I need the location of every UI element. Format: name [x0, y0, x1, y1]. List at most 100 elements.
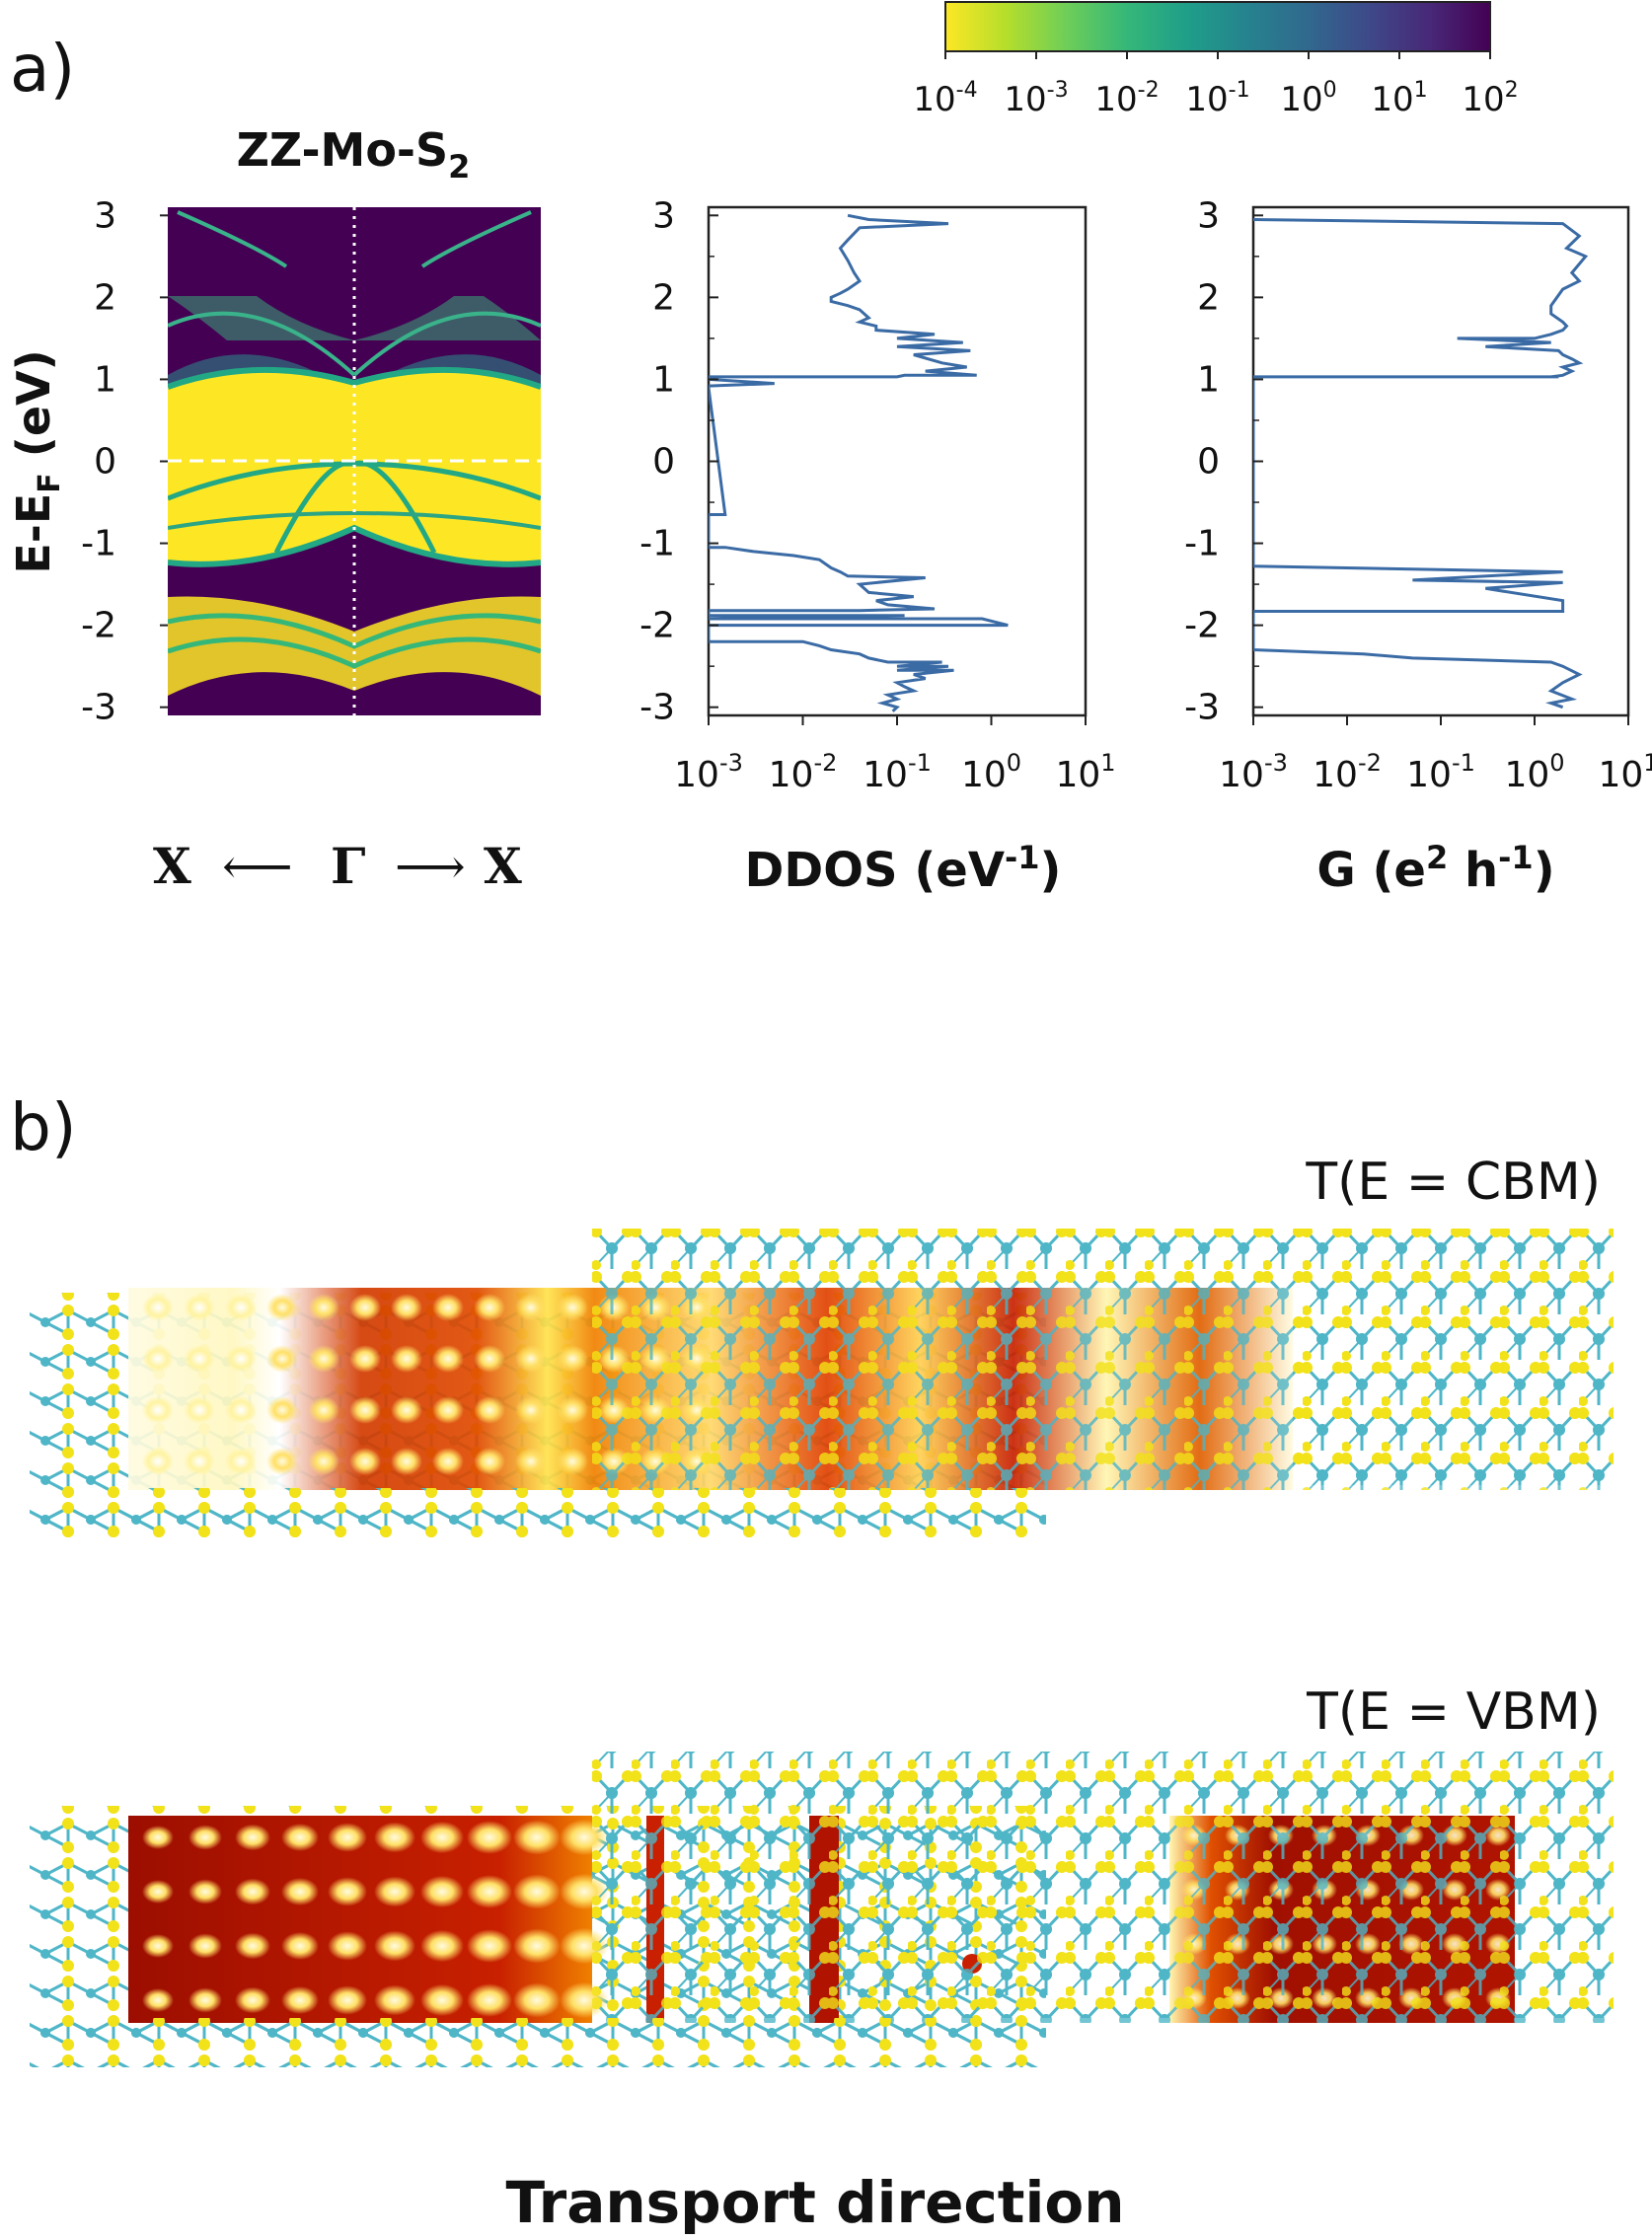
vbm-blob	[467, 1821, 512, 1854]
cbm-blob	[515, 1396, 547, 1424]
cbm-blob	[349, 1396, 381, 1424]
band-y-tick-label: 0	[94, 442, 116, 483]
vbm-blob	[328, 1877, 367, 1906]
conductance-y-tick-label: 3	[1197, 195, 1220, 236]
band-cbm-edge	[168, 367, 541, 390]
cbm-blob	[266, 1396, 298, 1424]
vbm-blob	[513, 1820, 561, 1855]
cbm-lattice-overlay	[592, 1229, 1614, 1490]
colorbar-tick-label: 101	[1371, 78, 1427, 119]
cbm-lattice-base	[30, 1488, 1046, 1537]
cbm-label: T(E = CBM)	[1305, 1153, 1601, 1212]
band-y-tick-label: -3	[81, 688, 116, 728]
vbm-blob	[513, 1928, 561, 1964]
band-title: ZZ-Mo-S2	[237, 123, 471, 186]
colorbar-gradient	[944, 1, 1491, 52]
conductance-y-tick-label: -1	[1184, 524, 1220, 564]
cbm-blob	[225, 1294, 257, 1321]
cbm-blob	[391, 1448, 422, 1475]
vbm-blob	[420, 1983, 464, 2017]
band-top-right	[420, 210, 532, 268]
vbm-blob	[467, 1875, 512, 1908]
vbm-blob	[328, 1823, 367, 1852]
colorbar-tick-label: 10-1	[1185, 78, 1249, 119]
vbm-blob	[142, 1880, 174, 1904]
cbm-blob	[349, 1294, 381, 1321]
vbm-blob	[328, 1931, 367, 1961]
cbm-blob	[308, 1396, 339, 1424]
cbm-blob	[515, 1448, 547, 1475]
ddos-y-tick-label: 2	[652, 277, 675, 318]
band-y-tick-label: 1	[94, 359, 116, 400]
cbm-blob	[266, 1294, 298, 1321]
cbm-blob	[184, 1448, 215, 1475]
cbm-blob	[349, 1345, 381, 1373]
vbm-blob	[374, 1984, 415, 2016]
cbm-blob	[557, 1294, 588, 1321]
panel-a-label: a)	[10, 31, 75, 107]
band-ingap-state-2	[273, 460, 437, 555]
vbm-blob	[328, 1985, 367, 2015]
cbm-blob	[474, 1294, 505, 1321]
vbm-blob	[374, 1822, 415, 1853]
cbm-blob	[515, 1294, 547, 1321]
conductance-y-tick-label: 1	[1197, 359, 1220, 400]
conductance-axis-label: G (e2 h-1)	[1316, 839, 1554, 898]
cbm-blob	[557, 1396, 588, 1424]
band-y-tick-label: 2	[94, 277, 116, 318]
cbm-blob	[266, 1345, 298, 1373]
cbm-blob	[184, 1345, 215, 1373]
ddos-y-tick-label: 0	[652, 442, 675, 483]
cbm-blob	[184, 1396, 215, 1424]
vbm-blob	[513, 1982, 561, 2018]
vbm-blob	[235, 1824, 270, 1851]
vbm-blob	[188, 1825, 222, 1850]
conductance-x-tick-label: 10-2	[1313, 749, 1382, 795]
ddos-line	[709, 213, 1009, 712]
band-upper-band	[168, 296, 541, 340]
band-y-tick-label: -1	[81, 524, 116, 564]
cbm-blob	[391, 1396, 422, 1424]
vbm-blob	[420, 1875, 464, 1908]
cbm-blob	[432, 1294, 464, 1321]
cbm-blob	[308, 1448, 339, 1475]
ddos-x-tick-label: 10-1	[863, 749, 932, 795]
band-y-tick-label: 3	[94, 195, 116, 236]
vbm-blob	[188, 1933, 222, 1959]
panel-b-label: b)	[10, 1089, 77, 1165]
cbm-blob	[142, 1294, 174, 1321]
ddos-y-tick-label: -2	[639, 606, 675, 646]
ddos-x-tick-label: 10-3	[674, 749, 743, 795]
band-structure-plot	[168, 207, 541, 715]
cbm-blob	[184, 1294, 215, 1321]
colorbar-tick-label: 10-3	[1004, 78, 1068, 119]
cbm-blob	[225, 1396, 257, 1424]
cbm-blob	[515, 1345, 547, 1373]
colorbar-tick-label: 10-2	[1094, 78, 1159, 119]
ddos-y-tick-label: -1	[639, 524, 675, 564]
cbm-blob	[391, 1294, 422, 1321]
vbm-blob	[235, 1932, 270, 1960]
ddos-axis-label: DDOS (eV-1)	[745, 839, 1062, 898]
vbm-blob	[374, 1930, 415, 1962]
vbm-transmission-map	[30, 1752, 1614, 2067]
vbm-blob	[513, 1874, 561, 1909]
ddos-x-tick-label: 10-2	[769, 749, 838, 795]
colorbar-ticks: 10-4 10-3 10-2 10-1 100 101 102	[913, 51, 1519, 119]
cbm-blob	[391, 1345, 422, 1373]
conductance-x-tick-label: 10-1	[1406, 749, 1475, 795]
vbm-lattice-overlay	[592, 1752, 1614, 2023]
conductance-y-tick-label: 0	[1197, 442, 1220, 483]
vbm-blob	[142, 1934, 174, 1958]
ddos-y-tick-label: 1	[652, 359, 675, 400]
colorbar-tick-label: 102	[1462, 78, 1518, 119]
vbm-blob	[281, 1823, 319, 1852]
cbm-blob	[349, 1448, 381, 1475]
cbm-blob	[557, 1345, 588, 1373]
band-y-ticks: 3 2 1 0 -1 -2 -3	[81, 195, 168, 728]
cbm-blob	[474, 1345, 505, 1373]
vbm-blob	[281, 1931, 319, 1961]
vbm-blob	[142, 1988, 174, 2012]
